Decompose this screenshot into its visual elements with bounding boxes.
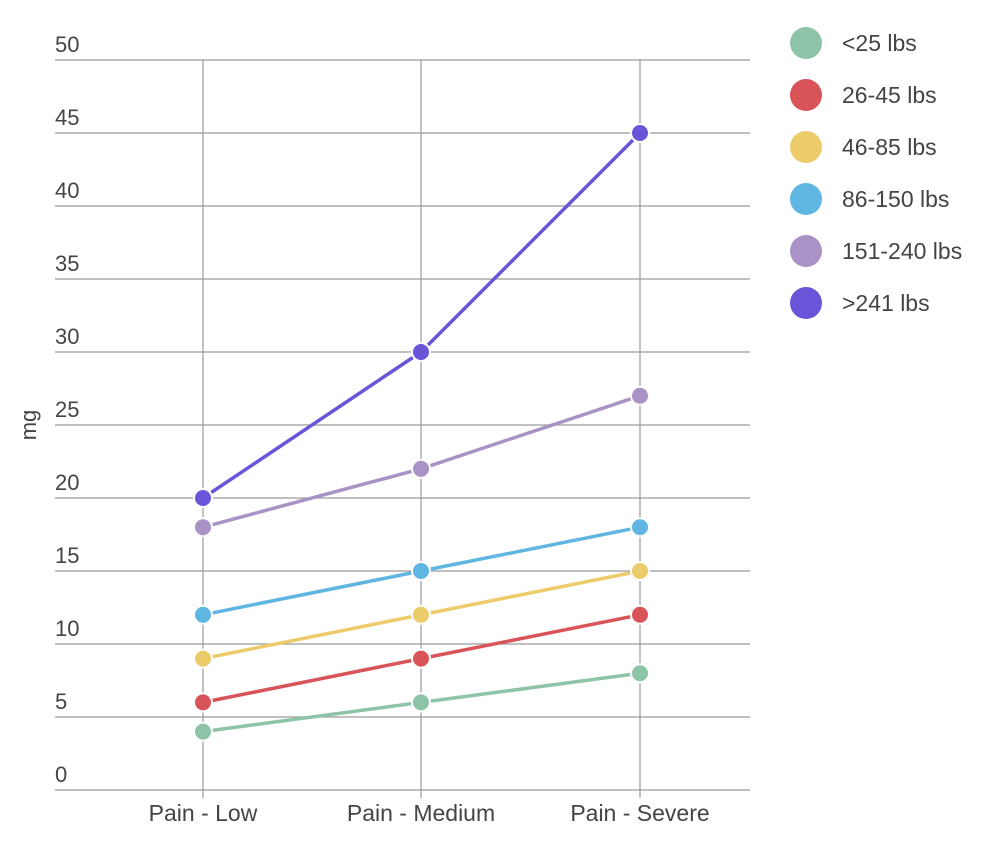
data-point — [193, 604, 213, 625]
series-3 — [193, 517, 650, 625]
data-point — [411, 342, 431, 362]
data-point — [630, 123, 650, 143]
legend-label: 86-150 lbs — [842, 186, 949, 212]
legend-swatch — [790, 79, 822, 111]
data-point — [630, 604, 650, 625]
data-point — [411, 458, 431, 479]
data-point — [630, 517, 650, 538]
series-group — [193, 123, 650, 742]
data-point — [630, 561, 650, 581]
data-point — [193, 692, 213, 713]
y-tick-label: 40 — [55, 178, 79, 203]
legend-item: >241 lbs — [790, 287, 930, 319]
y-axis-ticks: 0 5 10 15 20 25 30 35 40 45 50 — [55, 32, 79, 787]
data-point — [630, 385, 650, 406]
legend: <25 lbs 26-45 lbs 46-85 lbs 86-150 lbs 151-2… — [790, 27, 962, 319]
series-2 — [193, 561, 650, 669]
legend-swatch — [790, 235, 822, 267]
legend-item: 26-45 lbs — [790, 79, 937, 111]
legend-swatch — [790, 27, 822, 59]
y-tick-label: 30 — [55, 324, 79, 349]
legend-swatch — [790, 287, 822, 319]
legend-label: 46-85 lbs — [842, 134, 937, 160]
data-point — [193, 488, 213, 508]
legend-item: 46-85 lbs — [790, 131, 937, 163]
legend-item: 86-150 lbs — [790, 183, 949, 215]
legend-swatch — [790, 183, 822, 215]
y-tick-label: 20 — [55, 470, 79, 495]
data-point — [411, 604, 431, 625]
x-tick-label: Pain - Low — [149, 800, 258, 826]
y-tick-label: 5 — [55, 689, 67, 714]
data-point — [411, 692, 431, 713]
y-tick-label: 35 — [55, 251, 79, 276]
x-tick-label: Pain - Medium — [347, 800, 495, 826]
data-point — [630, 663, 650, 684]
x-tick-label: Pain - Severe — [570, 800, 709, 826]
legend-label: >241 lbs — [842, 290, 930, 316]
data-point — [411, 561, 431, 581]
gridlines — [55, 59, 750, 798]
data-point — [193, 517, 213, 538]
y-axis-label: mg — [16, 410, 41, 441]
series-4 — [193, 385, 650, 538]
y-tick-label: 50 — [55, 32, 79, 57]
y-tick-label: 15 — [55, 543, 79, 568]
y-tick-label: 0 — [55, 762, 67, 787]
legend-label: <25 lbs — [842, 30, 917, 56]
y-tick-label: 25 — [55, 397, 79, 422]
legend-label: 26-45 lbs — [842, 82, 937, 108]
data-point — [193, 648, 213, 669]
series-0 — [193, 663, 650, 742]
legend-item: <25 lbs — [790, 27, 917, 59]
x-axis-ticks: Pain - Low Pain - Medium Pain - Severe — [149, 800, 710, 826]
y-tick-label: 10 — [55, 616, 79, 641]
data-point — [193, 721, 213, 742]
legend-item: 151-240 lbs — [790, 235, 962, 267]
data-point — [411, 648, 431, 669]
legend-swatch — [790, 131, 822, 163]
series-1 — [193, 604, 650, 713]
y-tick-label: 45 — [55, 105, 79, 130]
legend-label: 151-240 lbs — [842, 238, 962, 264]
series-5 — [193, 123, 650, 508]
